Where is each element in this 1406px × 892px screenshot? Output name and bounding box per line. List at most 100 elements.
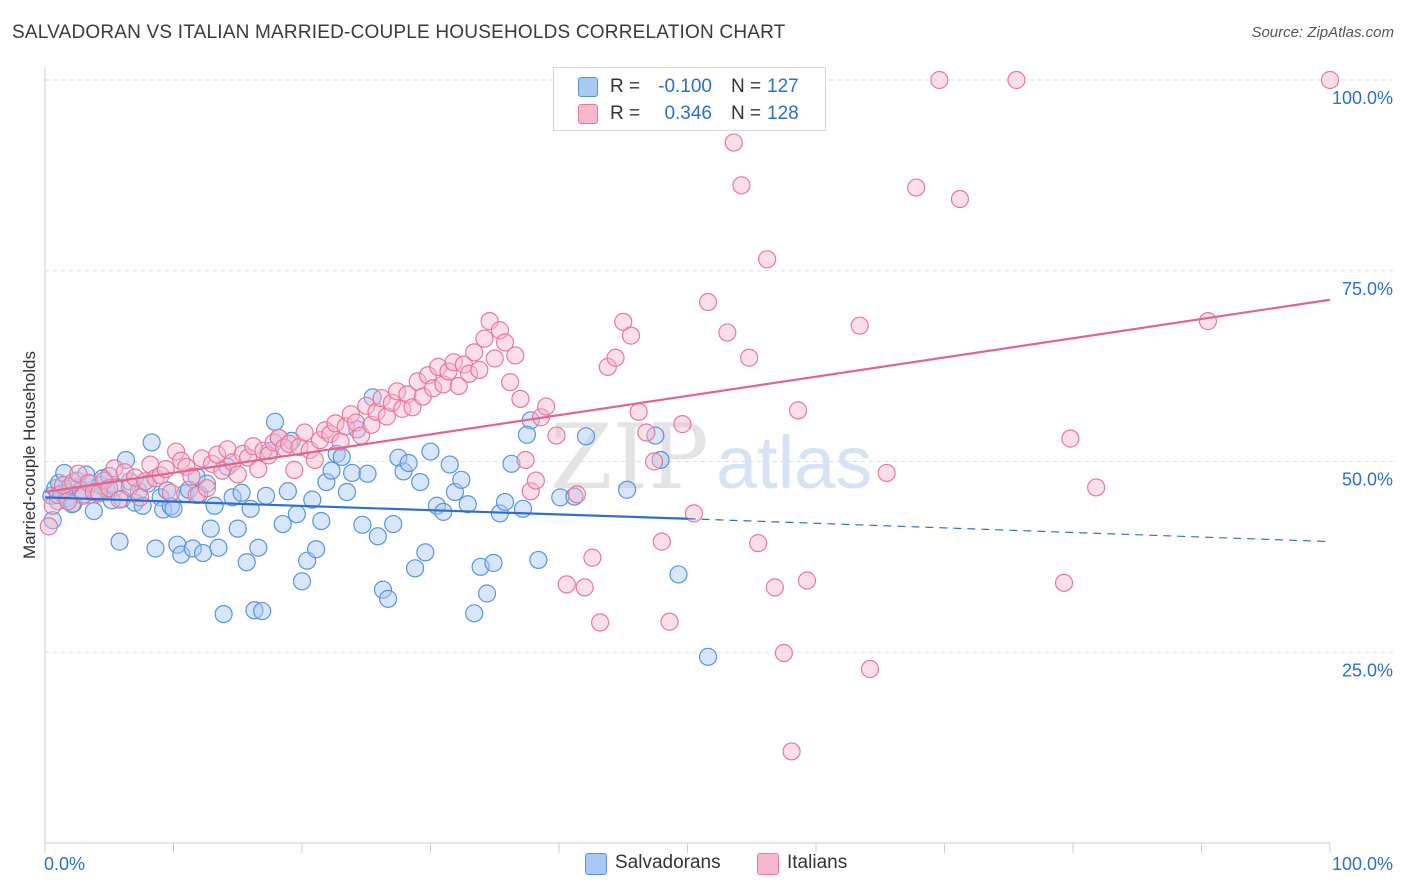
point-italians: [382, 393, 402, 412]
point-italians: [644, 452, 664, 471]
point-salvadorans: [110, 532, 129, 551]
italians-swatch: [757, 853, 779, 875]
point-italians: [673, 415, 692, 434]
point-salvadorans: [332, 447, 351, 467]
point-italians: [208, 445, 227, 464]
y-axis-title: Married-couple Households: [20, 351, 39, 559]
point-italians: [305, 450, 324, 470]
point-italians: [749, 534, 768, 553]
point-italians: [788, 401, 808, 420]
point-salvadorans: [84, 501, 103, 521]
point-italians: [684, 504, 704, 523]
point-italians: [228, 465, 247, 484]
point-italians: [166, 442, 186, 461]
series-legend: Salvadorans Italians: [0, 851, 1406, 877]
n-label: N =: [731, 76, 762, 97]
point-salvadorans: [223, 488, 242, 507]
salvadorans-swatch: [585, 853, 607, 875]
n-value: 128: [767, 103, 799, 124]
point-salvadorans: [172, 545, 191, 564]
point-italians: [465, 343, 484, 362]
correlation-legend: R = -0.100 N = 127 R = 0.346 N = 128: [553, 67, 826, 131]
point-salvadorans: [484, 553, 503, 573]
point-salvadorans: [201, 519, 220, 538]
point-salvadorans: [307, 540, 326, 559]
point-salvadorans: [193, 543, 213, 563]
point-salvadorans: [146, 539, 165, 558]
point-italians: [740, 348, 759, 367]
point-salvadorans: [214, 604, 233, 624]
chart-title: SALVADORAN VS ITALIAN MARRIED-COUPLE HOU…: [12, 22, 786, 43]
point-salvadorans: [232, 483, 251, 502]
point-italians: [372, 389, 391, 408]
point-italians: [269, 428, 288, 447]
point-italians: [718, 323, 737, 342]
point-italians: [860, 659, 880, 679]
point-italians: [567, 485, 587, 504]
point-italians: [547, 426, 566, 445]
point-italians: [39, 517, 58, 536]
point-italians: [475, 329, 494, 348]
point-italians: [501, 373, 520, 392]
point-salvadorans: [669, 565, 688, 584]
point-italians: [280, 434, 299, 454]
italians-swatch: [578, 104, 598, 124]
point-italians: [591, 613, 610, 632]
y-tick-label: 75.0%: [1342, 279, 1393, 299]
point-italians: [732, 176, 751, 195]
point-italians: [521, 482, 540, 501]
point-italians: [295, 423, 314, 442]
legend-label-salvadorans: Salvadorans: [615, 852, 721, 873]
point-salvadorans: [312, 511, 331, 531]
legend-label-italians: Italians: [787, 852, 848, 873]
point-italians: [1198, 312, 1218, 331]
watermark-atlas: atlas: [716, 421, 872, 504]
point-italians: [629, 402, 648, 422]
point-salvadorans: [513, 499, 533, 518]
point-italians: [511, 389, 530, 409]
point-salvadorans: [698, 647, 718, 666]
point-italians: [357, 396, 376, 415]
point-salvadorans: [245, 601, 264, 620]
point-italians: [606, 348, 625, 367]
point-salvadorans: [495, 492, 515, 512]
point-italians: [449, 376, 468, 396]
point-italians: [387, 382, 407, 401]
y-tick-label: 100.0%: [1332, 88, 1393, 108]
point-italians: [930, 70, 949, 90]
r-value: 0.346: [664, 103, 712, 124]
point-salvadorans: [465, 604, 484, 623]
point-italians: [310, 431, 330, 450]
point-italians: [583, 548, 602, 567]
point-salvadorans: [237, 553, 256, 572]
point-italians: [537, 397, 556, 416]
series-italians: [39, 70, 1340, 761]
point-italians: [423, 379, 443, 398]
point-salvadorans: [384, 514, 403, 534]
point-italians: [516, 450, 535, 470]
trend-line-salvadorans: [44, 496, 688, 520]
point-salvadorans: [358, 464, 377, 483]
point-italians: [459, 364, 479, 383]
point-salvadorans: [576, 427, 596, 446]
point-italians: [637, 423, 656, 442]
point-salvadorans: [618, 480, 637, 499]
point-italians: [506, 346, 525, 365]
point-italians: [765, 578, 784, 597]
point-salvadorans: [241, 499, 260, 518]
point-salvadorans: [452, 470, 471, 489]
point-italians: [290, 437, 309, 457]
point-salvadorans: [517, 425, 536, 444]
point-italians: [614, 312, 633, 331]
point-italians: [598, 357, 617, 376]
point-salvadorans: [303, 490, 322, 509]
point-salvadorans: [565, 487, 584, 506]
point-salvadorans: [256, 486, 276, 505]
point-italians: [724, 133, 743, 152]
point-salvadorans: [458, 495, 477, 514]
point-salvadorans: [378, 589, 398, 608]
point-salvadorans: [278, 482, 297, 501]
point-italians: [758, 250, 777, 269]
x-tick-label: 100.0%: [1332, 854, 1393, 874]
trend-line-italians: [44, 298, 1331, 494]
